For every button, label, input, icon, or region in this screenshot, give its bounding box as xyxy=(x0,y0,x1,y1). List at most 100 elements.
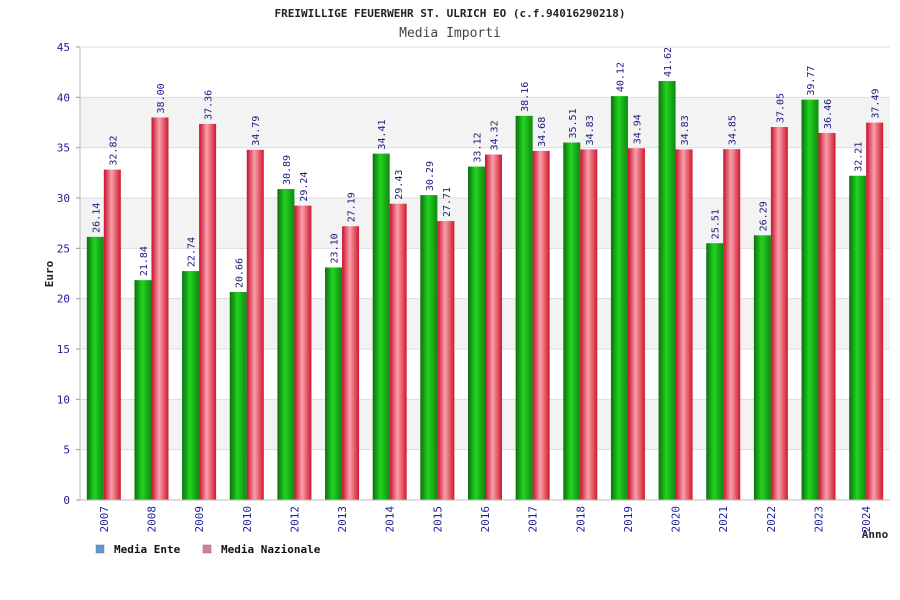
bar-media-ente-2007 xyxy=(86,236,104,500)
x-tick-label: 2020 xyxy=(670,506,683,533)
data-label: 30.89 xyxy=(282,155,293,185)
bar-media-ente-2009 xyxy=(182,271,200,500)
bar-media-ente-2016 xyxy=(468,166,485,501)
bar-media-ente-2022 xyxy=(753,235,771,500)
legend: Media Ente Media Nazionale xyxy=(95,543,321,556)
bar-media-ente-2018 xyxy=(563,142,581,501)
bars xyxy=(86,81,884,501)
bar-media-nazionale-2022 xyxy=(770,127,788,500)
bar-media-ente-2015 xyxy=(420,195,438,500)
x-tick-label: 2017 xyxy=(527,506,540,533)
data-label: 29.24 xyxy=(299,172,310,202)
data-label: 39.77 xyxy=(806,66,817,96)
x-tick-label: 2009 xyxy=(193,506,206,533)
data-label: 36.46 xyxy=(823,99,834,129)
bar-media-ente-2017 xyxy=(515,115,533,500)
data-label: 34.83 xyxy=(680,115,691,145)
bar-media-ente-2019 xyxy=(610,96,628,500)
y-tick-label: 15 xyxy=(57,343,70,356)
data-label: 37.36 xyxy=(204,90,215,120)
data-label: 34.85 xyxy=(728,115,739,145)
y-tick-label: 20 xyxy=(57,293,70,306)
data-label: 41.62 xyxy=(663,47,674,77)
bar-media-nazionale-2019 xyxy=(627,148,645,500)
data-label: 25.51 xyxy=(711,209,722,239)
bar-media-nazionale-2023 xyxy=(818,132,836,500)
data-label: 38.16 xyxy=(520,82,531,112)
y-axis-label: Euro xyxy=(43,260,56,287)
bar-media-nazionale-2017 xyxy=(532,150,550,500)
data-label: 34.79 xyxy=(251,116,262,146)
data-label: 21.84 xyxy=(139,246,150,276)
data-label: 27.71 xyxy=(442,187,453,217)
bar-media-nazionale-2007 xyxy=(103,169,121,500)
x-tick-label: 2018 xyxy=(574,506,587,533)
y-tick-label: 30 xyxy=(57,192,70,205)
x-tick-label: 2015 xyxy=(431,506,444,533)
bar-media-ente-2020 xyxy=(658,81,676,500)
bar-media-ente-2012 xyxy=(277,189,295,501)
x-tick-label: 2021 xyxy=(717,506,730,533)
data-label: 38.00 xyxy=(156,83,167,113)
x-tick-label: 2010 xyxy=(241,506,254,533)
data-label: 22.74 xyxy=(187,237,198,267)
x-tick-label: 2022 xyxy=(765,506,778,533)
bar-media-nazionale-2010 xyxy=(246,149,264,500)
data-label: 34.94 xyxy=(632,114,643,144)
bar-media-ente-2024 xyxy=(849,175,867,500)
data-label: 29.43 xyxy=(394,170,405,200)
x-tick-label: 2014 xyxy=(384,506,397,533)
bar-media-ente-2010 xyxy=(229,292,247,500)
y-tick-label: 25 xyxy=(57,242,70,255)
y-tick-label: 35 xyxy=(57,142,70,155)
legend-item-media-ente: Media Ente xyxy=(95,543,181,556)
bar-media-nazionale-2018 xyxy=(580,149,598,501)
y-tick-label: 10 xyxy=(57,393,70,406)
x-tick-label: 2008 xyxy=(145,506,158,533)
data-label: 26.29 xyxy=(758,201,769,231)
data-label: 35.51 xyxy=(568,108,579,138)
x-tick-label: 2023 xyxy=(813,506,826,533)
legend-label-media-nazionale: Media Nazionale xyxy=(221,543,321,556)
legend-swatch-media-nazionale xyxy=(202,544,212,554)
y-tick-label: 45 xyxy=(57,41,70,54)
bar-media-ente-2014 xyxy=(372,153,390,500)
data-label: 40.12 xyxy=(615,62,626,92)
chart-subtitle: Media Importi xyxy=(399,26,501,41)
x-axis-label: Anno xyxy=(862,528,889,541)
x-tick-label: 2019 xyxy=(622,506,635,533)
bar-media-nazionale-2009 xyxy=(199,123,217,500)
bar-media-ente-2013 xyxy=(325,267,343,500)
y-tick-label: 5 xyxy=(63,444,70,457)
data-label: 20.66 xyxy=(234,258,245,288)
legend-item-media-nazionale: Media Nazionale xyxy=(202,543,321,556)
bar-media-nazionale-2015 xyxy=(437,221,455,500)
bar-media-nazionale-2016 xyxy=(485,154,502,500)
data-label: 34.41 xyxy=(377,119,388,149)
x-axis-ticks: 2007 2008 2009 2010 2012 2013 2014 2015 2016 2017… xyxy=(98,506,873,533)
data-label: 34.68 xyxy=(537,117,548,147)
x-tick-label: 2013 xyxy=(336,506,349,533)
data-label: 23.10 xyxy=(330,233,341,263)
bar-media-nazionale-2021 xyxy=(723,149,741,500)
data-label: 26.14 xyxy=(91,203,102,233)
data-label: 34.32 xyxy=(490,120,501,150)
x-tick-label: 2012 xyxy=(288,506,301,533)
legend-swatch-media-ente xyxy=(95,544,105,554)
x-tick-label: 2024 xyxy=(860,506,873,533)
data-label: 34.83 xyxy=(585,115,596,145)
bar-media-nazionale-2014 xyxy=(389,203,407,500)
y-tick-label: 0 xyxy=(63,494,70,507)
data-label: 37.05 xyxy=(775,93,786,123)
bar-media-ente-2008 xyxy=(134,280,152,500)
legend-label-media-ente: Media Ente xyxy=(114,543,181,556)
x-tick-label: 2016 xyxy=(479,506,492,533)
y-axis-ticks: 0 5 10 15 20 25 30 35 40 45 xyxy=(57,41,80,507)
data-label: 33.12 xyxy=(473,132,484,162)
bar-media-nazionale-2020 xyxy=(675,149,693,501)
bar-media-nazionale-2024 xyxy=(866,122,884,500)
bar-media-ente-2023 xyxy=(801,99,819,500)
y-tick-label: 40 xyxy=(57,91,70,104)
x-tick-label: 2007 xyxy=(98,506,111,533)
